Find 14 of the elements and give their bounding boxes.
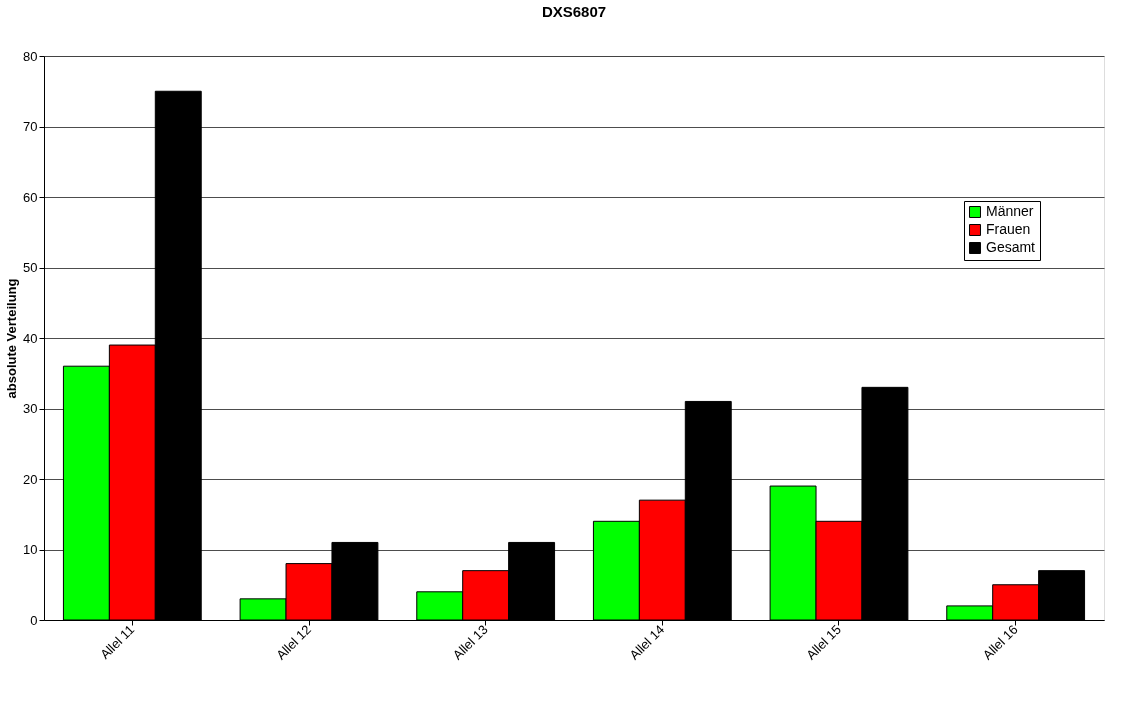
y-tick-label: 20 [23,471,38,487]
y-tick-label: 80 [23,48,38,64]
legend-label: Männer [986,203,1034,219]
y-tick-label: 70 [23,119,38,134]
y-tick-label: 40 [23,330,38,346]
y-tick-label: 30 [23,401,38,416]
y-tick-label: 0 [30,612,38,628]
y-tick-label: 50 [23,260,38,275]
legend-label: Gesamt [986,239,1036,255]
y-tick-label: 10 [23,542,38,557]
chart-title: DXS6807 [541,3,607,20]
y-tick-label: 60 [23,189,38,205]
y-axis-title: absolute Verteilung [4,278,20,399]
legend-label: Frauen [986,221,1031,237]
